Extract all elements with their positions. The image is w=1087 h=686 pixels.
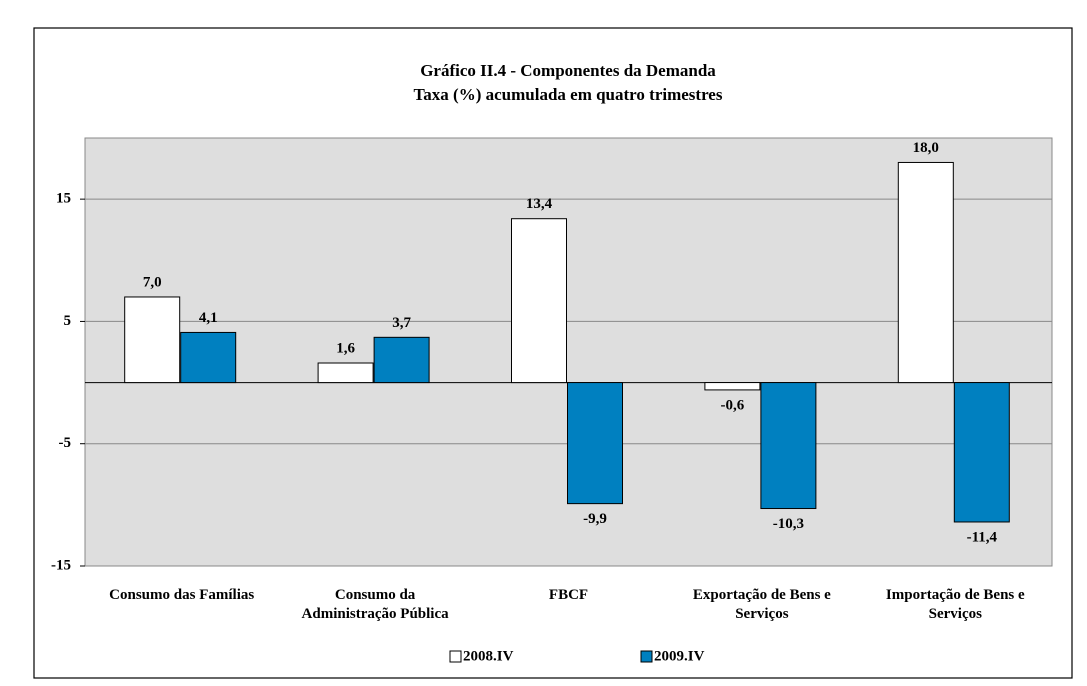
x-tick-label: Exportação de Bens e Serviços xyxy=(692,587,831,622)
legend-label: 2008.IV xyxy=(463,648,514,664)
x-tick-label: Consumo das Famílias xyxy=(109,587,255,603)
data-label: 1,6 xyxy=(336,340,355,356)
legend-label: 2009.IV xyxy=(654,648,705,664)
bar xyxy=(373,336,430,384)
data-label: -11,4 xyxy=(967,529,998,545)
bar xyxy=(511,218,567,384)
x-tick-label: FBCF xyxy=(548,587,589,603)
bar xyxy=(704,382,761,391)
bar xyxy=(317,362,374,384)
chart-title: Gráfico II.4 - Componentes da Demanda xyxy=(420,61,716,80)
data-label: -9,9 xyxy=(583,511,607,527)
data-label: 3,7 xyxy=(392,315,411,331)
y-tick-label: -5 xyxy=(59,435,72,451)
legend-swatch xyxy=(449,650,462,663)
chart-subtitle: Taxa (%) acumulada em quatro trimestres xyxy=(414,85,723,104)
x-tick-label: Importação de Bens e Serviços xyxy=(885,587,1025,622)
bar xyxy=(897,161,954,384)
data-label: 13,4 xyxy=(526,196,553,212)
data-label: -0,6 xyxy=(721,397,745,413)
data-label: -10,3 xyxy=(773,516,804,532)
y-tick-label: -15 xyxy=(51,557,71,573)
bar xyxy=(760,382,817,510)
bar xyxy=(567,382,623,505)
y-tick-label: 5 xyxy=(64,313,72,329)
data-label: 7,0 xyxy=(143,274,162,290)
x-tick-label: Consumo da Administração Pública xyxy=(301,587,449,622)
data-label: 4,1 xyxy=(199,310,218,326)
legend-swatch xyxy=(640,650,653,663)
data-label: 18,0 xyxy=(913,140,939,156)
y-tick-label: 15 xyxy=(56,191,71,207)
bar xyxy=(180,331,237,384)
bar xyxy=(124,296,181,384)
bar xyxy=(953,382,1010,523)
